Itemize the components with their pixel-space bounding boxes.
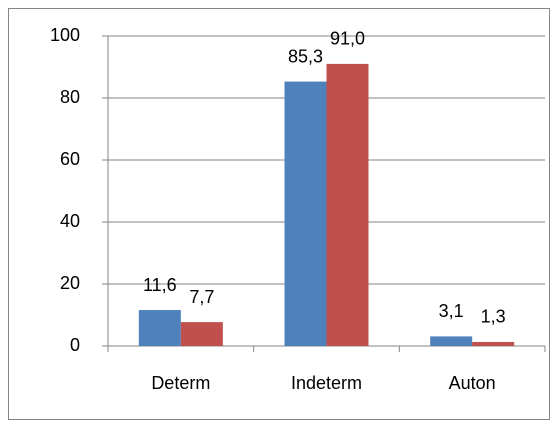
value-label: 85,3 bbox=[288, 46, 323, 66]
chart-border bbox=[8, 8, 550, 420]
value-label: 7,7 bbox=[189, 287, 214, 307]
y-tick-label: 60 bbox=[60, 149, 80, 169]
value-label: 3,1 bbox=[439, 301, 464, 321]
bar bbox=[138, 310, 181, 346]
bar bbox=[472, 341, 515, 346]
value-label: 1,3 bbox=[481, 307, 506, 327]
value-label: 11,6 bbox=[143, 275, 177, 295]
y-tick-label: 40 bbox=[60, 211, 80, 231]
x-tick-label: Auton bbox=[449, 373, 496, 393]
value-label: 91,0 bbox=[330, 29, 365, 49]
y-tick-label: 0 bbox=[70, 335, 80, 355]
y-tick-label: 100 bbox=[50, 25, 80, 45]
y-tick-label: 80 bbox=[60, 87, 80, 107]
bar bbox=[284, 81, 327, 346]
y-tick-label: 20 bbox=[60, 273, 80, 293]
bar bbox=[180, 322, 223, 346]
bar bbox=[326, 63, 369, 347]
bar bbox=[430, 336, 473, 346]
x-tick-label: Indeterm bbox=[291, 373, 362, 393]
x-tick-label: Determ bbox=[151, 373, 210, 393]
